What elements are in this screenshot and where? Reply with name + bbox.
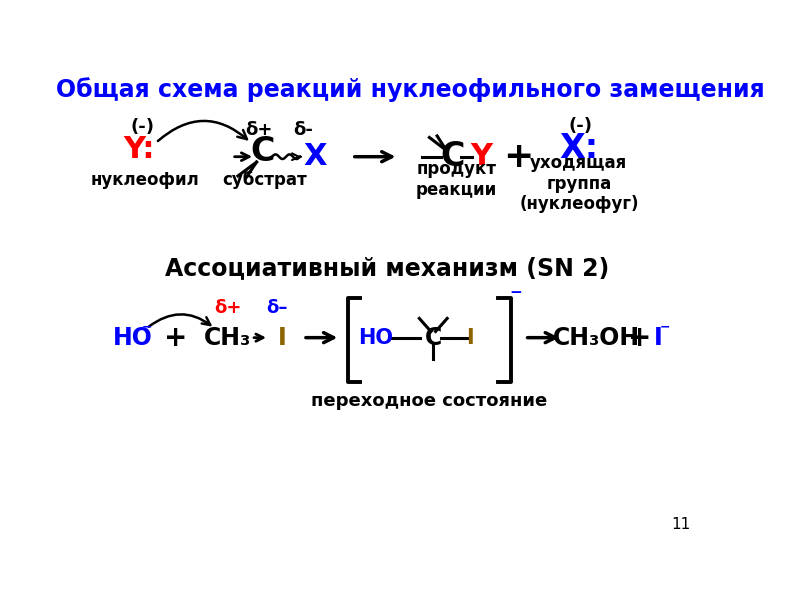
Text: нуклеофил: нуклеофил xyxy=(90,171,199,189)
Text: Y: Y xyxy=(470,142,492,171)
Text: Общая схема реакций нуклеофильного замещения: Общая схема реакций нуклеофильного замещ… xyxy=(56,77,764,102)
Text: Y:: Y: xyxy=(123,134,154,163)
Text: −: − xyxy=(142,320,152,334)
Text: субстрат: субстрат xyxy=(222,171,307,189)
Text: C: C xyxy=(425,326,442,350)
FancyArrowPatch shape xyxy=(158,121,247,141)
Text: I: I xyxy=(466,328,474,347)
Text: (-): (-) xyxy=(569,117,593,135)
Text: δ+: δ+ xyxy=(214,299,242,317)
Text: C: C xyxy=(440,140,465,173)
Text: Ассоциативный механизм (SN 2): Ассоциативный механизм (SN 2) xyxy=(165,256,609,280)
Text: I: I xyxy=(654,326,662,350)
Text: +: + xyxy=(164,323,188,352)
Text: HO: HO xyxy=(358,328,393,347)
Text: продукт
реакции: продукт реакции xyxy=(416,160,497,199)
Text: δ-: δ- xyxy=(293,121,313,139)
Text: X: X xyxy=(303,142,326,171)
Text: CH₃OH: CH₃OH xyxy=(553,326,639,350)
Text: (-): (-) xyxy=(130,118,154,136)
Text: C: C xyxy=(250,135,275,168)
Text: +: + xyxy=(628,323,651,352)
Text: +: + xyxy=(503,140,534,174)
Text: δ+: δ+ xyxy=(245,121,273,139)
Text: переходное состояние: переходное состояние xyxy=(311,392,547,410)
Text: −: − xyxy=(510,286,522,301)
FancyArrowPatch shape xyxy=(149,314,210,327)
Text: δ–: δ– xyxy=(266,299,287,317)
Text: −: − xyxy=(660,320,670,334)
Text: 11: 11 xyxy=(671,517,690,532)
Text: HO: HO xyxy=(113,326,153,350)
Text: I: I xyxy=(278,326,286,350)
Text: уходящая
группа
(нуклеофуг): уходящая группа (нуклеофуг) xyxy=(519,154,638,214)
Text: CH₃: CH₃ xyxy=(204,326,251,350)
Text: X:: X: xyxy=(559,133,598,166)
